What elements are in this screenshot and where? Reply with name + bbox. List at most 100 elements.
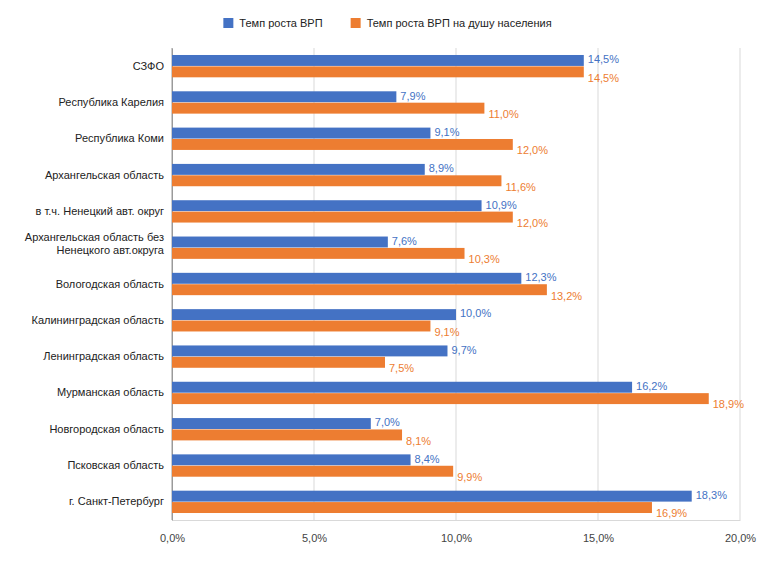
- data-label: 7,6%: [392, 235, 417, 247]
- y-tick: Ленинградская область: [43, 350, 172, 362]
- data-label: 18,3%: [696, 489, 727, 501]
- bar: [172, 357, 385, 368]
- data-label: 7,5%: [389, 362, 414, 374]
- bar: [172, 454, 411, 465]
- grid-line: [598, 48, 599, 520]
- x-tick: 15,0%: [583, 520, 614, 544]
- y-tick: Новгородская область: [49, 423, 172, 435]
- x-tick-label: 10,0%: [441, 532, 472, 544]
- bar: [172, 139, 513, 150]
- grid: [172, 48, 740, 520]
- bar: [172, 491, 692, 502]
- bar: [172, 91, 396, 102]
- bar: [172, 345, 447, 356]
- data-label: 9,9%: [457, 471, 482, 483]
- x-tick: 20,0%: [725, 520, 756, 544]
- x-tick: 5,0%: [302, 520, 327, 544]
- grid-line: [740, 48, 741, 520]
- data-label: 10,0%: [460, 307, 491, 319]
- legend: Темп роста ВРП Темп роста ВРП на душу нас…: [223, 17, 551, 29]
- data-label: 10,9%: [486, 199, 517, 211]
- data-label: 12,0%: [517, 144, 548, 156]
- bar: [172, 284, 547, 295]
- bar: [172, 273, 521, 284]
- bar: [172, 309, 456, 320]
- data-label: 9,1%: [434, 326, 459, 338]
- grid-line: [314, 48, 315, 520]
- data-label: 16,2%: [636, 380, 667, 392]
- data-label: 10,3%: [469, 253, 500, 265]
- data-label: 14,5%: [588, 72, 619, 84]
- bar: [172, 103, 484, 114]
- x-tick-label: 20,0%: [725, 532, 756, 544]
- y-tick: Республика Карелия: [58, 96, 172, 108]
- plot: 0,0% 5,0% 10,0% 15,0% 20,0% СЗФО Республика Ка…: [25, 48, 756, 544]
- x-axis: 0,0% 5,0% 10,0% 15,0% 20,0%: [160, 520, 756, 544]
- y-tick-label: Псковская область: [67, 459, 164, 471]
- data-label: 13,2%: [551, 290, 582, 302]
- y-tick-label: Новгородская область: [49, 423, 164, 435]
- y-tick-label: Республика Карелия: [58, 96, 164, 108]
- data-label: 9,1%: [434, 126, 459, 138]
- legend-swatch: [351, 18, 361, 28]
- y-tick: Вологодская область: [56, 278, 172, 290]
- data-label: 7,9%: [400, 90, 425, 102]
- legend-item: Темп роста ВРП: [223, 17, 322, 29]
- legend-item: Темп роста ВРП на душу населения: [351, 17, 552, 29]
- x-tick-label: 5,0%: [302, 532, 327, 544]
- y-axis: СЗФО Республика Карелия Республика Коми Арх…: [25, 49, 173, 521]
- y-tick-label: СЗФО: [133, 60, 165, 72]
- data-label: 7,0%: [375, 416, 400, 428]
- data-label: 14,5%: [588, 53, 619, 65]
- bar: [172, 200, 482, 211]
- bar: [172, 382, 632, 393]
- data-label: 8,4%: [415, 453, 440, 465]
- data-label: 11,0%: [488, 108, 519, 120]
- data-label: 16,9%: [656, 507, 687, 519]
- data-label: 8,1%: [406, 435, 431, 447]
- y-tick-label: Калининградская область: [32, 314, 165, 326]
- legend-swatch: [223, 18, 233, 28]
- data-labels: 14,5% 7,9% 9,1% 8,9% 10,9% 7,6% 12,3% 10,0% 9,7%…: [375, 53, 744, 519]
- x-axis-line: [173, 520, 741, 521]
- bar: [172, 237, 388, 248]
- x-tick-label: 15,0%: [583, 532, 614, 544]
- bar: [172, 128, 430, 139]
- y-tick-label: в т.ч. Ненецкий авт. округ: [36, 205, 164, 217]
- y-tick: СЗФО: [133, 60, 172, 72]
- legend-label: Темп роста ВРП на душу населения: [367, 17, 552, 29]
- y-tick-label: г. Санкт-Петербург: [69, 495, 164, 507]
- bars: [172, 55, 709, 513]
- y-tick: Архангельская область безНенецкого авт.о…: [25, 231, 172, 256]
- bar: [172, 66, 584, 77]
- y-tick: Калининградская область: [32, 314, 172, 326]
- data-label: 11,6%: [505, 181, 536, 193]
- bar: [172, 164, 425, 175]
- y-tick: Мурманская область: [57, 386, 172, 398]
- x-tick: 10,0%: [441, 520, 472, 544]
- y-tick: Республика Коми: [75, 132, 172, 144]
- y-tick-label: Мурманская область: [57, 386, 164, 398]
- series-bars: [172, 55, 692, 502]
- y-tick-label: Вологодская область: [56, 278, 165, 290]
- bar: [172, 466, 453, 477]
- data-label: 9,7%: [451, 344, 476, 356]
- x-tick-label: 0,0%: [160, 532, 185, 544]
- data-label: 18,9%: [713, 398, 744, 410]
- x-tick: 0,0%: [160, 520, 185, 544]
- legend-label: Темп роста ВРП: [239, 17, 322, 29]
- y-tick-label: Республика Коми: [75, 132, 164, 144]
- y-tick: г. Санкт-Петербург: [69, 495, 172, 507]
- bar: [172, 212, 513, 223]
- data-label: 8,9%: [429, 162, 454, 174]
- bar: [172, 175, 501, 186]
- data-label: 12,3%: [525, 271, 556, 283]
- bar: [172, 393, 709, 404]
- grid-line: [456, 48, 457, 520]
- bar: [172, 55, 584, 66]
- bar: [172, 418, 371, 429]
- grid-line: [172, 48, 173, 520]
- data-label: 12,0%: [517, 217, 548, 229]
- y-tick-label: Архангельская область: [45, 169, 164, 181]
- y-tick-label: Ленинградская область: [43, 350, 164, 362]
